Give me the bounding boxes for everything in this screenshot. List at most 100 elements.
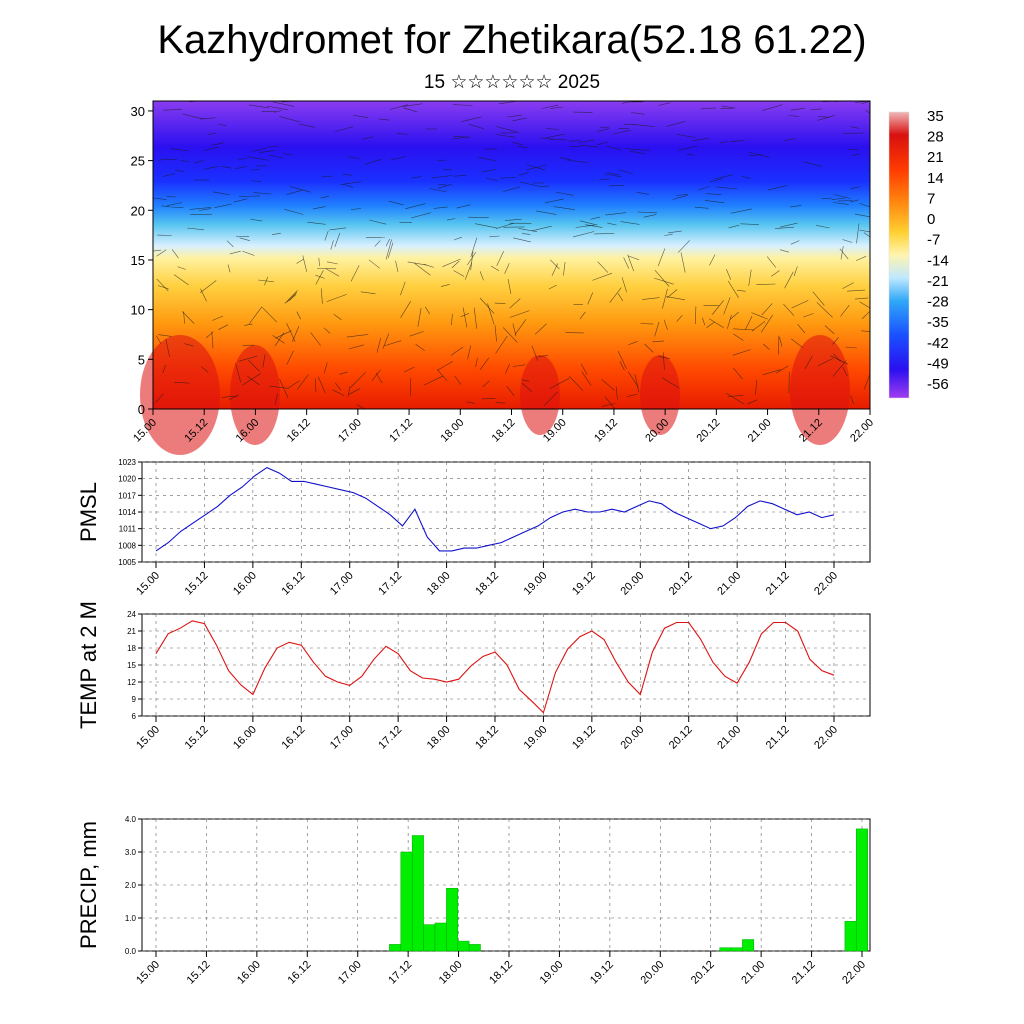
wind-streamline (797, 324, 806, 334)
wind-streamline (628, 255, 640, 261)
temp2m-y-tick-label: 18 (127, 644, 136, 653)
wind-streamline (637, 211, 658, 214)
wind-streamline (665, 121, 686, 127)
wind-streamline (468, 123, 484, 129)
temp2m-x-tick-label: 16.12 (279, 724, 307, 752)
wind-streamline (166, 196, 176, 198)
wind-streamline (247, 376, 260, 386)
pmsl-y-tick-label: 1020 (118, 475, 136, 484)
wind-streamline (272, 335, 285, 344)
wind-streamline (712, 300, 724, 315)
wind-streamline (716, 186, 738, 190)
wind-streamline (503, 186, 521, 192)
wind-streamline (312, 206, 326, 210)
wind-streamline (668, 230, 682, 234)
wind-streamline (198, 208, 211, 211)
wind-streamline (740, 175, 751, 179)
wind-streamline (314, 378, 317, 393)
wind-streamline (779, 249, 790, 253)
wind-streamline (545, 198, 564, 204)
wind-streamline (302, 255, 307, 272)
colorbar-label: -42 (927, 335, 949, 352)
wind-streamline (662, 377, 680, 389)
wind-streamline (431, 175, 453, 179)
wind-streamline (810, 108, 822, 111)
wind-streamline (761, 314, 773, 333)
wind-streamline (756, 283, 776, 285)
wind-streamline (423, 375, 443, 386)
wind-streamline (248, 104, 269, 109)
wind-streamline (268, 385, 289, 389)
wind-streamline (546, 133, 566, 138)
height-tick-label: 25 (131, 154, 145, 169)
precip-x-tick-label: 21.00 (739, 959, 767, 987)
wind-streamline (803, 161, 822, 167)
wind-streamline (540, 137, 553, 140)
wind-streamline (158, 158, 167, 161)
temp2m-x-tick-label: 22.00 (812, 724, 840, 752)
wind-streamline (171, 249, 179, 259)
wind-streamline (580, 144, 598, 148)
colorbar-label: 0 (927, 211, 935, 228)
pmsl-panel: 1005 1008 1011 1014 1017 1020 1023 PMSL 15.00 15.… (76, 458, 871, 598)
wind-streamline (250, 218, 263, 222)
wind-streamline (568, 375, 584, 391)
wind-streamline (751, 321, 766, 332)
pmsl-x-tick-label: 19.12 (570, 570, 598, 598)
wind-streamline (634, 149, 650, 151)
wind-streamline (350, 371, 366, 388)
colorbar-label: 14 (927, 170, 944, 187)
wind-streamline (335, 126, 354, 132)
wind-streamline (409, 331, 424, 337)
wind-streamline (495, 335, 508, 354)
wind-streamline (840, 246, 844, 260)
wind-streamline (340, 181, 362, 185)
wind-streamline (550, 259, 560, 270)
wind-streamline (664, 234, 673, 236)
wind-streamline (156, 249, 167, 257)
wind-streamline (865, 110, 871, 114)
wind-streamline (617, 350, 627, 369)
wind-streamline (597, 261, 609, 273)
wind-streamline (604, 396, 616, 409)
wind-streamline (166, 202, 183, 206)
temp2m-y-tick-label: 21 (127, 627, 136, 636)
wind-streamline (296, 311, 301, 320)
wind-streamline (259, 150, 275, 153)
wind-streamline (350, 265, 360, 282)
wind-streamline (248, 306, 263, 325)
wind-streamline (203, 165, 219, 170)
precip-bar (446, 888, 459, 952)
wind-streamline (719, 141, 728, 144)
wind-streamline (363, 136, 374, 140)
wind-streamline (733, 367, 743, 380)
wind-streamline (654, 321, 660, 337)
pmsl-x-tick-label: 15.00 (134, 570, 162, 598)
wind-streamline (495, 223, 514, 229)
wind-streamline (590, 216, 601, 220)
wind-streamline (251, 180, 262, 182)
wind-streamline (521, 233, 531, 235)
warm-pocket (140, 335, 220, 455)
wind-streamline (267, 145, 279, 148)
section-x-tick-label: 18.00 (438, 417, 466, 445)
temp2m-y-tick-label: 24 (127, 610, 136, 619)
wind-streamline (269, 154, 283, 159)
wind-streamline (403, 366, 415, 373)
wind-streamline (784, 138, 796, 142)
wind-streamline (727, 395, 744, 397)
wind-streamline (226, 240, 234, 248)
wind-streamline (504, 263, 510, 274)
wind-streamline (155, 393, 164, 403)
wind-streamline (854, 297, 869, 300)
wind-streamline (730, 208, 752, 214)
temp2m-x-tick-label: 19.00 (522, 724, 550, 752)
wind-streamline (536, 210, 557, 215)
wind-streamline (854, 213, 871, 218)
wind-streamline (156, 335, 162, 345)
wind-streamline (863, 232, 871, 238)
wind-streamline (335, 382, 342, 391)
colorbar-label: -7 (927, 232, 940, 249)
wind-streamline (290, 186, 311, 193)
